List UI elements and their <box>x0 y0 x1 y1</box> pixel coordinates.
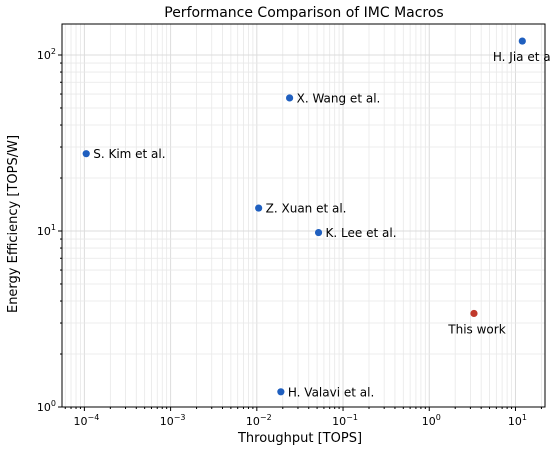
data-point <box>470 309 478 318</box>
x-tick-label: 100 <box>422 413 441 428</box>
data-point-label: X. Wang et al. <box>297 91 381 105</box>
data-points: S. Kim et al. X. Wang et al. Z. Xuan et al… <box>82 37 550 399</box>
data-point-label: This work <box>447 322 505 336</box>
data-point-label: H. Jia et al. <box>493 50 550 64</box>
data-point-label: K. Lee et al. <box>326 226 397 240</box>
x-tick-label: 10−1 <box>332 413 358 428</box>
data-point-label: H. Valavi et al. <box>288 385 374 399</box>
x-tick-label: 10−3 <box>160 413 186 428</box>
chart-title: Performance Comparison of IMC Macros <box>164 5 443 21</box>
y-tick-label: 101 <box>37 223 56 238</box>
data-point <box>518 37 526 45</box>
x-tick-label: 10−2 <box>246 413 272 428</box>
data-point <box>286 94 294 102</box>
data-point <box>277 388 285 396</box>
data-point <box>255 204 263 212</box>
data-point-label: S. Kim et al. <box>93 147 165 161</box>
y-tick-label: 102 <box>37 47 56 62</box>
x-tick-label: 101 <box>508 413 527 428</box>
y-axis-label: Energy Efficiency [TOPS/W] <box>6 135 21 313</box>
data-point-label: Z. Xuan et al. <box>266 202 347 216</box>
data-point <box>82 150 90 158</box>
x-axis-label: Throughput [TOPS] <box>237 431 362 446</box>
x-tick-label: 10−4 <box>73 413 99 428</box>
plot-frame <box>61 23 546 408</box>
axis-ticks: 10−4 10−3 10−2 10−1 100 101 100 101 102 <box>37 47 542 428</box>
grid <box>62 24 545 408</box>
y-tick-label: 100 <box>37 399 56 414</box>
data-point <box>314 228 323 237</box>
